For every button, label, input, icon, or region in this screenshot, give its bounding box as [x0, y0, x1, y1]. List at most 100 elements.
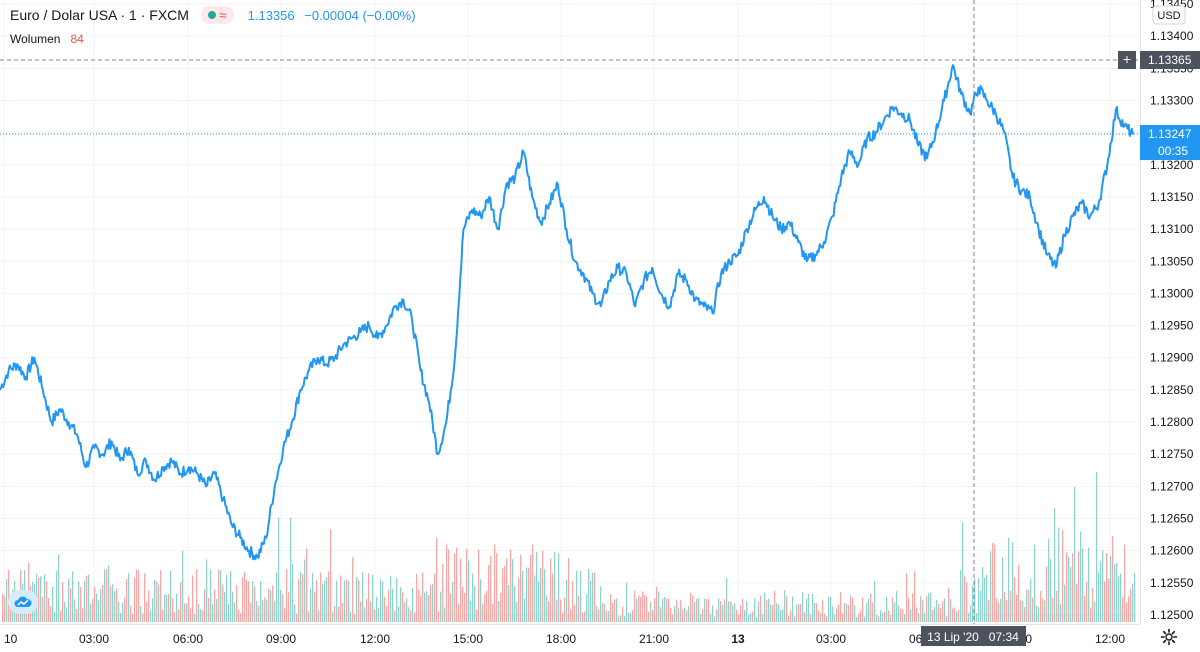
volume-bar	[962, 522, 964, 622]
price-tick-label: 1.13050	[1150, 254, 1194, 268]
price-tick-label: 1.13100	[1150, 222, 1194, 236]
tradingview-cloud-icon[interactable]	[8, 590, 38, 614]
volume-bar	[698, 597, 700, 622]
volume-bar	[184, 603, 186, 622]
volume-bar	[178, 609, 180, 622]
volume-bar	[910, 609, 912, 622]
volume-bar	[520, 554, 522, 622]
volume-bar	[456, 547, 458, 622]
volume-bar	[1120, 573, 1122, 622]
volume-bar	[218, 569, 220, 622]
volume-bar	[216, 599, 218, 622]
volume-bar	[1056, 590, 1058, 622]
volume-bar	[1108, 578, 1110, 622]
volume-bar	[1018, 564, 1020, 622]
volume-bar	[938, 603, 940, 622]
volume-bar	[84, 580, 86, 622]
volume-bar	[1070, 566, 1072, 622]
volume-bar	[552, 573, 554, 622]
volume-bar	[220, 570, 222, 622]
volume-bar	[536, 552, 538, 622]
volume-bar	[736, 609, 738, 622]
volume-bar	[758, 601, 760, 622]
volume-bar	[926, 596, 928, 622]
volume-bar	[590, 580, 592, 622]
volume-bar	[848, 605, 850, 622]
market-status[interactable]: ≈	[200, 6, 234, 24]
volume-bar	[412, 588, 414, 622]
currency-badge[interactable]: USD	[1157, 10, 1180, 22]
volume-legend[interactable]: Wolumen 84	[10, 32, 84, 46]
volume-bar	[248, 581, 250, 622]
volume-bar	[658, 591, 660, 622]
volume-bar	[606, 610, 608, 622]
volume-bar	[712, 605, 714, 622]
volume-bar	[112, 584, 114, 622]
volume-bar	[422, 572, 424, 622]
volume-bar	[644, 594, 646, 622]
volume-bar	[1016, 594, 1018, 622]
market-open-icon	[207, 11, 216, 19]
volume-bar	[948, 587, 950, 622]
volume-bar	[898, 605, 900, 622]
volume-bar	[720, 601, 722, 622]
volume-bar	[690, 592, 692, 622]
volume-bar	[678, 607, 680, 622]
volume-bar	[154, 579, 156, 622]
volume-bar	[466, 548, 468, 622]
volume-bar	[786, 596, 788, 622]
volume-bar	[264, 597, 266, 622]
volume-bar	[630, 613, 632, 622]
volume-bar	[214, 589, 216, 622]
volume-bar	[1104, 581, 1106, 622]
price-tick-label: 1.12650	[1150, 512, 1194, 526]
volume-bar	[256, 601, 258, 622]
volume-bar	[832, 606, 834, 622]
volume-bar	[26, 606, 28, 622]
volume-bar	[754, 598, 756, 622]
volume-bar	[232, 591, 234, 622]
volume-bar	[410, 610, 412, 622]
volume-bar	[372, 574, 374, 622]
volume-bar	[450, 593, 452, 622]
volume-bar	[140, 606, 142, 622]
volume-bar	[610, 594, 612, 622]
volume-bar	[210, 569, 212, 622]
volume-bar	[958, 609, 960, 622]
volume-bar	[504, 566, 506, 622]
volume-bar	[880, 610, 882, 622]
volume-bar	[890, 614, 892, 622]
volume-bar	[1026, 589, 1028, 622]
plus-icon[interactable]: +	[1123, 51, 1131, 67]
volume-bar	[764, 592, 766, 622]
volume-bar	[640, 596, 642, 622]
volume-bar	[908, 597, 910, 622]
volume-bar	[542, 550, 544, 622]
volume-bar	[306, 548, 308, 622]
volume-bar	[760, 595, 762, 622]
gear-icon[interactable]	[1160, 628, 1178, 646]
volume-bar	[576, 570, 578, 622]
volume-bar	[1050, 559, 1052, 622]
volume-bar	[1012, 541, 1014, 622]
volume-bar	[68, 578, 70, 622]
volume-bar	[582, 612, 584, 622]
volume-bar	[1110, 556, 1112, 622]
volume-bar	[952, 608, 954, 622]
volume-bar	[352, 557, 354, 622]
volume-bar	[972, 585, 974, 622]
volume-bar	[766, 600, 768, 622]
volume-bar	[270, 590, 272, 622]
volume-bar	[770, 604, 772, 622]
volume-bar	[74, 599, 76, 622]
volume-bar	[326, 577, 328, 622]
volume-bar	[204, 589, 206, 622]
volume-bar	[1022, 600, 1024, 622]
symbol-title[interactable]: Euro / Dolar USA · 1 · FXCM	[10, 7, 189, 23]
volume-bar	[942, 601, 944, 622]
volume-bar	[1118, 576, 1120, 622]
volume-bar	[90, 603, 92, 622]
volume-bar	[1080, 531, 1082, 622]
volume-bar	[202, 610, 204, 622]
